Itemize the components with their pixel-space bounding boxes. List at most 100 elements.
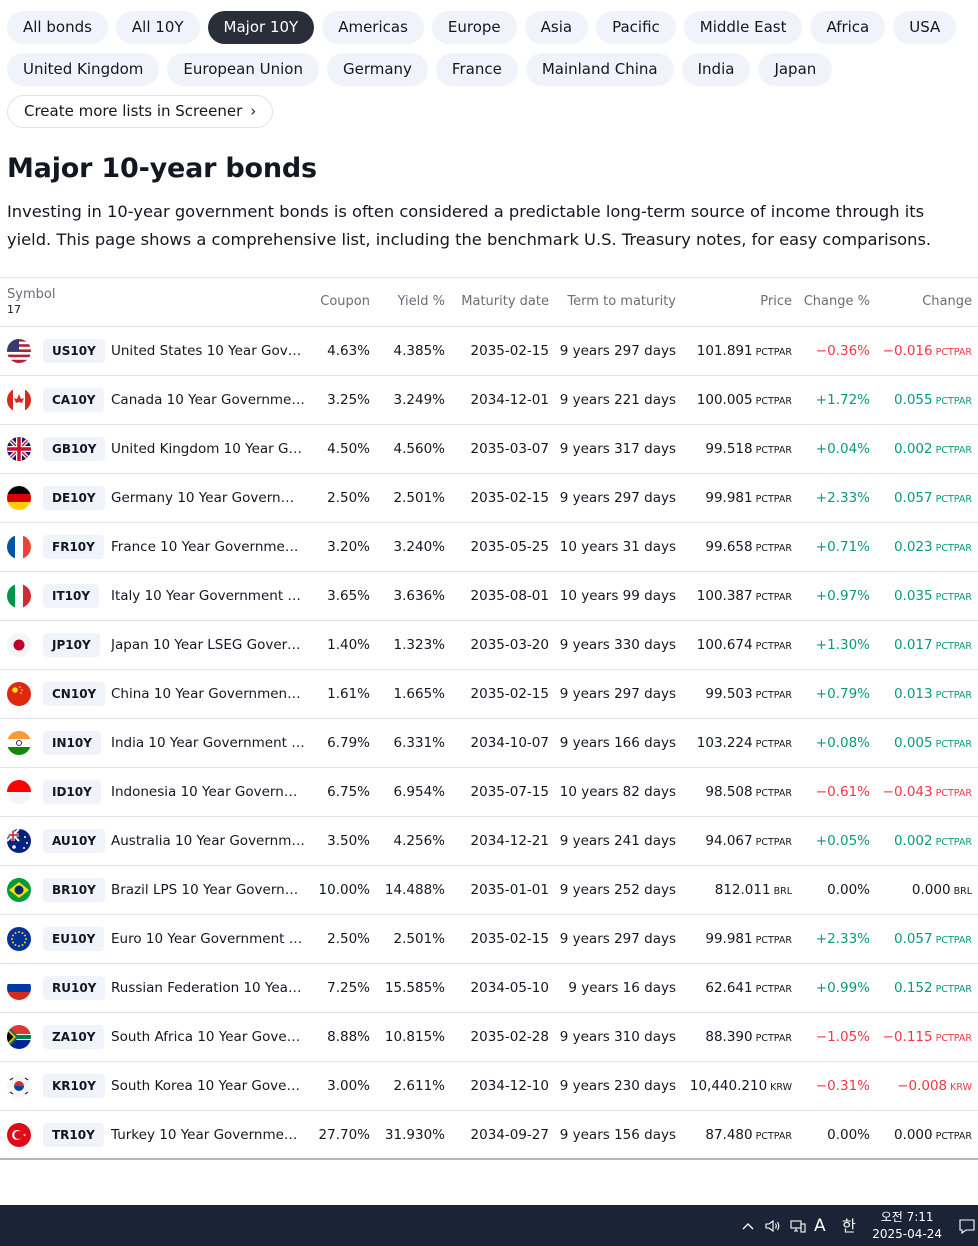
table-row[interactable]: BR10Y Brazil LPS 10 Year Governme… 10.00% 1… (0, 866, 978, 915)
filter-chip-japan[interactable]: Japan (758, 53, 833, 86)
price-cell: 99.518 PCTPAR (705, 425, 792, 475)
table-row[interactable]: JP10Y Japan 10 Year LSEG Govern… 1.40% 1.32… (0, 621, 978, 670)
bond-name[interactable]: Turkey 10 Year Government … (111, 1127, 305, 1143)
table-row[interactable]: CN10Y China 10 Year Government B… 1.61% 1.6… (0, 670, 978, 719)
ticker-badge[interactable]: ID10Y (43, 780, 101, 804)
table-row[interactable]: DE10Y Germany 10 Year Governmen… 2.50% 2.50… (0, 474, 978, 523)
ticker-badge[interactable]: FR10Y (43, 535, 104, 559)
price-cell: 103.224 PCTPAR (697, 719, 792, 769)
header-symbol[interactable]: Symbol 17 (7, 287, 55, 317)
filter-chip-asia[interactable]: Asia (524, 11, 589, 44)
table-row[interactable]: FR10Y France 10 Year Government … 3.20% 3.2… (0, 523, 978, 572)
header-change-pct[interactable]: Change % (803, 294, 870, 309)
bond-name[interactable]: India 10 Year Government Bo… (111, 735, 305, 751)
header-yield[interactable]: Yield % (397, 294, 445, 309)
ticker-badge[interactable]: RU10Y (43, 976, 106, 1000)
table-row[interactable]: KR10Y South Korea 10 Year Govern… 3.00% 2.6… (0, 1062, 978, 1111)
ticker-badge[interactable]: JP10Y (43, 633, 100, 657)
ticker-badge[interactable]: KR10Y (43, 1074, 105, 1098)
table-row[interactable]: ZA10Y South Africa 10 Year Govern… 8.88% 10… (0, 1013, 978, 1062)
term-cell: 9 years 317 days (559, 441, 676, 457)
bond-name[interactable]: Indonesia 10 Year Governme… (111, 784, 305, 800)
ticker-badge[interactable]: GB10Y (43, 437, 106, 461)
system-clock[interactable]: 오전 7:11 2025-04-24 (872, 1209, 942, 1243)
filter-chip-middle-east[interactable]: Middle East (683, 11, 803, 44)
ticker-badge[interactable]: EU10Y (43, 927, 105, 951)
ticker-badge[interactable]: IN10Y (43, 731, 101, 755)
table-row[interactable]: GB10Y United Kingdom 10 Year Gov… 4.50% 4.5… (0, 425, 978, 474)
ticker-badge[interactable]: DE10Y (43, 486, 105, 510)
table-row[interactable]: RU10Y Russian Federation 10 Year G… 7.25% 1… (0, 964, 978, 1013)
table-row[interactable]: ID10Y Indonesia 10 Year Governme… 6.75% 6.9… (0, 768, 978, 817)
term-cell: 9 years 297 days (559, 343, 676, 359)
table-row[interactable]: IT10Y Italy 10 Year Government Bo… 3.65% 3.… (0, 572, 978, 621)
bond-name[interactable]: Japan 10 Year LSEG Govern… (111, 637, 305, 653)
table-row[interactable]: AU10Y Australia 10 Year Governmen… 3.50% 4.… (0, 817, 978, 866)
bond-name[interactable]: Canada 10 Year Government … (111, 392, 305, 408)
filter-chip-european-union[interactable]: European Union (167, 53, 319, 86)
bond-name[interactable]: China 10 Year Government B… (111, 686, 305, 702)
ticker-badge[interactable]: AU10Y (43, 829, 106, 853)
price-value: 99.658 (705, 539, 753, 555)
change-unit: KRW (950, 1082, 972, 1093)
filter-chip-major-10y[interactable]: Major 10Y (207, 11, 315, 44)
ticker-badge[interactable]: CN10Y (43, 682, 106, 706)
header-coupon[interactable]: Coupon (320, 294, 370, 309)
clock-time: 오전 7:11 (880, 1210, 934, 1224)
bond-name[interactable]: France 10 Year Government … (111, 539, 305, 555)
ime-hangul-indicator[interactable]: 한 (842, 1217, 856, 1235)
change-value: 0.013 (893, 686, 933, 702)
filter-chip-united-kingdom[interactable]: United Kingdom (7, 53, 160, 86)
ticker-badge[interactable]: ZA10Y (43, 1025, 105, 1049)
notification-icon[interactable] (958, 1205, 976, 1246)
filter-chip-france[interactable]: France (435, 53, 518, 86)
filter-chip-all-bonds[interactable]: All bonds (7, 11, 108, 44)
bond-name[interactable]: Brazil LPS 10 Year Governme… (111, 882, 305, 898)
ticker-badge[interactable]: BR10Y (43, 878, 105, 902)
price-value: 812.011 (714, 882, 771, 898)
table-row[interactable]: EU10Y Euro 10 Year Government Bo… 2.50% 2.5… (0, 915, 978, 964)
bond-name[interactable]: Euro 10 Year Government Bo… (111, 931, 305, 947)
change-pct-cell: +0.08% (815, 735, 870, 751)
bond-name[interactable]: South Africa 10 Year Govern… (111, 1029, 305, 1045)
header-term[interactable]: Term to maturity (567, 294, 676, 309)
filter-chip-india[interactable]: India (681, 53, 751, 86)
change-cell: 0.057 PCTPAR (894, 474, 972, 524)
table-row[interactable]: CA10Y Canada 10 Year Government … 3.25% 3.2… (0, 376, 978, 425)
ticker-badge[interactable]: TR10Y (43, 1123, 104, 1147)
filter-chip-usa[interactable]: USA (893, 11, 957, 44)
ticker-badge[interactable]: IT10Y (43, 584, 100, 608)
bond-name[interactable]: Russian Federation 10 Year G… (111, 980, 305, 996)
speaker-icon[interactable] (764, 1205, 782, 1246)
bond-name[interactable]: United Kingdom 10 Year Gov… (111, 441, 305, 457)
bond-name[interactable]: United States 10 Year Gover… (111, 343, 305, 359)
bond-name[interactable]: Germany 10 Year Governmen… (111, 490, 305, 506)
filter-chip-mainland-china[interactable]: Mainland China (525, 53, 674, 86)
header-price[interactable]: Price (760, 294, 792, 309)
bond-name[interactable]: South Korea 10 Year Govern… (111, 1078, 305, 1094)
term-cell: 9 years 16 days (568, 980, 676, 996)
change-pct-cell: +1.72% (815, 392, 870, 408)
header-maturity[interactable]: Maturity date (461, 294, 549, 309)
ticker-badge[interactable]: CA10Y (43, 388, 105, 412)
ime-mode-indicator[interactable]: A (814, 1215, 826, 1236)
filter-chip-europe[interactable]: Europe (431, 11, 517, 44)
filter-chip-americas[interactable]: Americas (322, 11, 424, 44)
table-row[interactable]: TR10Y Turkey 10 Year Government … 27.70% 31… (0, 1111, 978, 1160)
ticker-badge[interactable]: US10Y (43, 339, 105, 363)
chevron-up-icon[interactable] (740, 1205, 756, 1246)
table-row[interactable]: IN10Y India 10 Year Government Bo… 6.79% 6.… (0, 719, 978, 768)
filter-chip-all-10y[interactable]: All 10Y (115, 11, 200, 44)
filter-chip-africa[interactable]: Africa (810, 11, 886, 44)
screener-link[interactable]: Create more lists in Screener › (7, 95, 274, 128)
network-icon[interactable] (789, 1205, 807, 1246)
change-cell: 0.000 PCTPAR (894, 1111, 972, 1161)
maturity-cell: 2035-02-15 (470, 931, 549, 947)
flag-br-icon (7, 878, 31, 902)
bond-name[interactable]: Italy 10 Year Government Bo… (111, 588, 305, 604)
bond-name[interactable]: Australia 10 Year Governmen… (111, 833, 305, 849)
filter-chip-germany[interactable]: Germany (326, 53, 428, 86)
table-row[interactable]: US10Y United States 10 Year Gover… 4.63% 4.… (0, 327, 978, 376)
filter-chip-pacific[interactable]: Pacific (596, 11, 676, 44)
header-change[interactable]: Change (922, 294, 972, 309)
